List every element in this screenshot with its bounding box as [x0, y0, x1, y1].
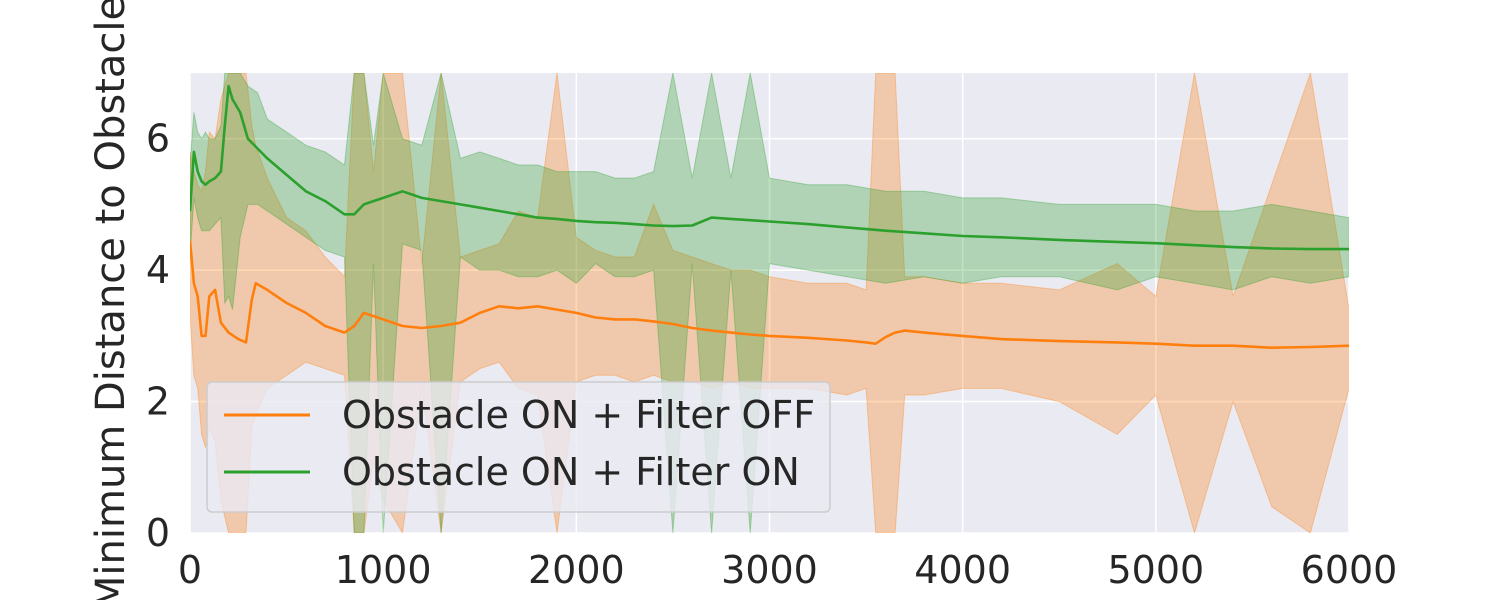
- y-tick-labels: 0 2 4 6: [146, 117, 170, 555]
- y-tick-label: 6: [146, 117, 170, 161]
- y-tick-label: 0: [146, 511, 170, 555]
- confidence-band-1: [190, 73, 1349, 533]
- y-tick-label: 4: [146, 248, 170, 292]
- legend: Obstacle ON + Filter OFF Obstacle ON + F…: [206, 381, 831, 513]
- x-tick-labels: 0 1000 2000 3000 4000 5000 6000: [178, 548, 1397, 592]
- y-tick-label: 2: [146, 380, 170, 424]
- series-line-0: [190, 240, 1349, 350]
- y-axis-label: Minimum Distance to Obstacle: [88, 0, 134, 600]
- x-tick-label: 4000: [914, 548, 1011, 592]
- x-tick-label: 3000: [721, 548, 818, 592]
- confidence-bands: [190, 73, 1349, 533]
- confidence-band-0: [190, 73, 1349, 533]
- x-tick-label: 0: [178, 548, 202, 592]
- legend-label-filter-on: Obstacle ON + Filter ON: [342, 450, 800, 494]
- series-lines: [190, 84, 1349, 350]
- legend-label-filter-off: Obstacle ON + Filter OFF: [342, 393, 815, 437]
- x-tick-label: 2000: [528, 548, 625, 592]
- x-tick-label: 5000: [1107, 548, 1204, 592]
- x-tick-label: 1000: [335, 548, 432, 592]
- series-line-1: [190, 84, 1349, 251]
- legend-box: [206, 381, 831, 513]
- x-tick-label: 6000: [1301, 548, 1398, 592]
